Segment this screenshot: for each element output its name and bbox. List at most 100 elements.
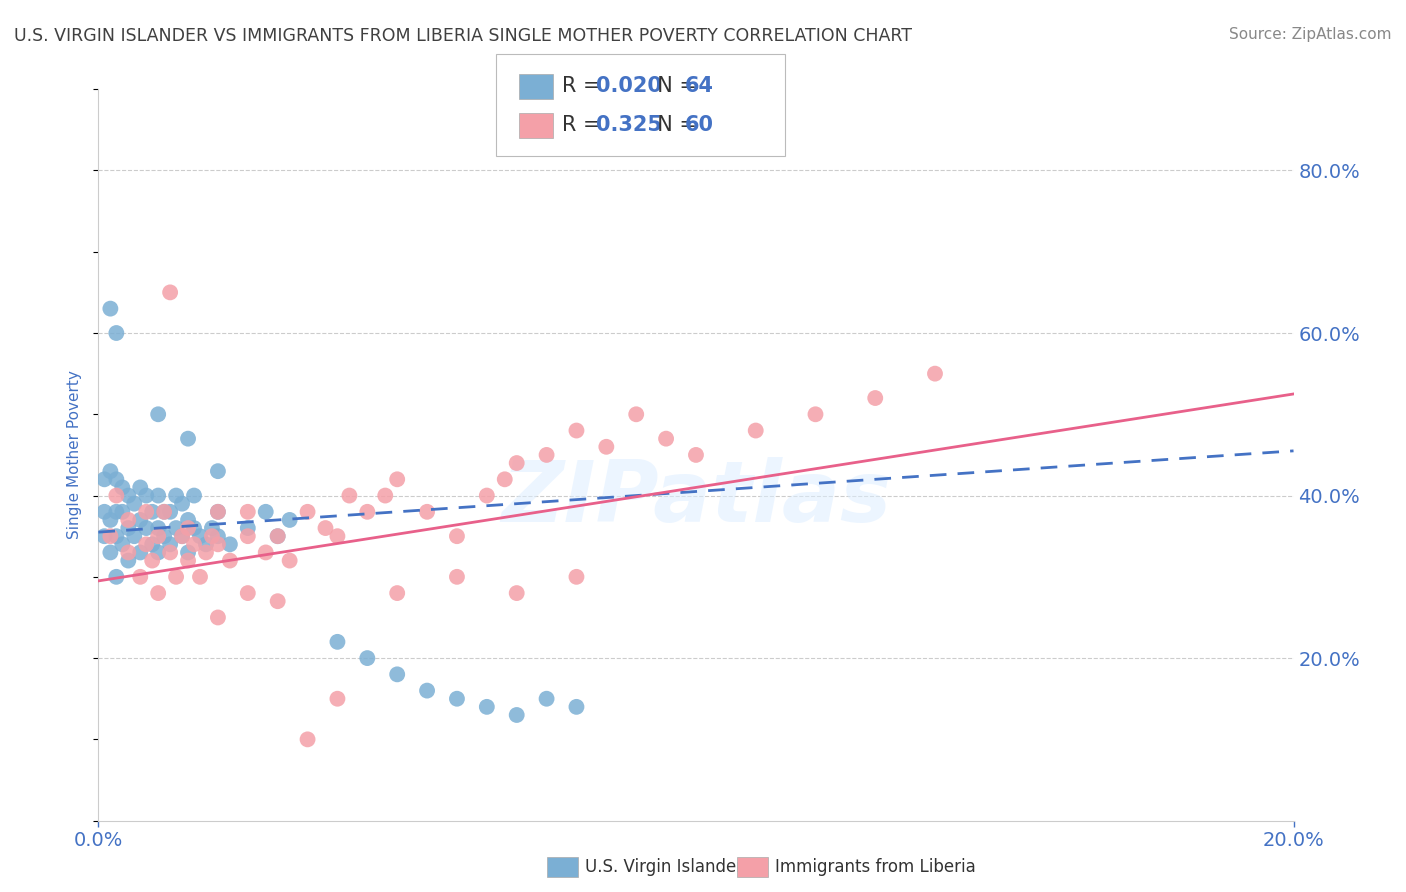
Point [159,537,181,551]
Point [153,529,176,543]
Point [804,407,827,421]
Point [98,513,122,527]
Point [446,529,468,543]
Point [236,586,259,600]
Point [135,521,157,535]
Text: R =: R = [562,76,607,96]
Point [135,505,157,519]
Point [183,537,205,551]
Point [506,708,529,723]
Point [446,691,468,706]
Point [924,367,946,381]
Point [172,529,194,543]
Point [117,553,139,567]
Point [475,489,498,503]
Point [165,570,187,584]
Point [565,424,588,438]
Point [236,529,259,543]
Point [207,464,229,478]
Point [177,553,200,567]
Point [506,456,529,470]
Point [177,513,200,527]
Point [326,691,349,706]
Point [254,505,277,519]
Point [172,529,194,543]
Point [339,489,361,503]
Point [207,505,229,519]
Point [111,537,134,551]
Point [159,285,181,300]
Point [416,683,439,698]
Point [98,529,122,543]
Point [105,472,128,486]
Point [148,521,170,535]
Point [685,448,707,462]
Point [98,301,122,316]
Point [117,521,139,535]
Point [315,521,337,535]
Text: U.S. VIRGIN ISLANDER VS IMMIGRANTS FROM LIBERIA SINGLE MOTHER POVERTY CORRELATIO: U.S. VIRGIN ISLANDER VS IMMIGRANTS FROM … [14,27,912,45]
Point [105,529,128,543]
Point [141,553,163,567]
Point [129,570,152,584]
Point [183,489,205,503]
Point [148,489,170,503]
Point [159,545,181,559]
Point [124,529,146,543]
Point [865,391,887,405]
Point [297,505,319,519]
Point [655,432,678,446]
Point [148,545,170,559]
Point [195,537,218,551]
Point [745,424,768,438]
Point [207,505,229,519]
Text: 0.325: 0.325 [596,115,662,136]
Point [326,635,349,649]
Point [93,472,115,486]
Point [93,529,115,543]
Point [385,586,409,600]
Text: Source: ZipAtlas.com: Source: ZipAtlas.com [1229,27,1392,42]
Point [326,529,349,543]
Point [207,537,229,551]
Point [219,537,242,551]
Point [506,586,529,600]
Point [148,586,170,600]
Text: 0.020: 0.020 [596,76,662,96]
Point [278,553,301,567]
Point [565,570,588,584]
Point [201,521,224,535]
Point [135,489,157,503]
Point [177,432,200,446]
Point [177,521,200,535]
Point [416,505,439,519]
Point [117,489,139,503]
Point [626,407,648,421]
Point [188,570,211,584]
Point [494,472,516,486]
Point [105,489,128,503]
Point [219,553,242,567]
Point [98,545,122,559]
Point [105,505,128,519]
Point [141,537,163,551]
Text: Immigrants from Liberia: Immigrants from Liberia [775,858,976,876]
Point [172,497,194,511]
Text: ZIPatlas: ZIPatlas [501,458,891,541]
Point [595,440,617,454]
Point [236,505,259,519]
Point [207,610,229,624]
Point [117,545,139,559]
Point [188,529,211,543]
Point [105,570,128,584]
Point [356,651,378,665]
Point [536,691,558,706]
Point [177,545,200,559]
Text: 60: 60 [685,115,714,136]
Point [148,407,170,421]
Point [148,529,170,543]
Point [111,480,134,494]
Point [165,489,187,503]
Point [129,480,152,494]
Point [153,505,176,519]
